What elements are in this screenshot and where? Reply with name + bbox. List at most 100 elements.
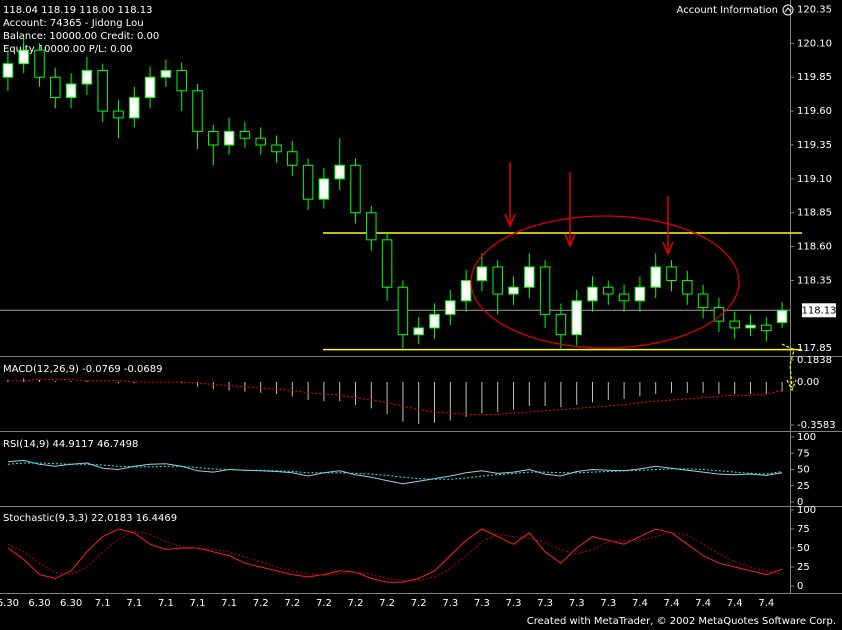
red-arrow [662,196,674,256]
current-price-label: 118.13 [802,305,837,316]
x-tick-label: 7.3 [474,598,490,609]
yellow-arrow [781,343,797,392]
candle-body [239,130,251,139]
account-info-icon[interactable] [782,4,794,16]
y-tick-label: 0 [797,581,803,592]
candle-body [524,266,535,288]
x-tick-label: 6.30 [60,598,82,609]
candle-body [318,178,330,200]
y-tick-label: 119.35 [797,140,832,151]
candle-body [555,313,567,336]
y-tick-label: 120.35 [797,4,832,15]
candle-body [650,266,661,288]
x-tick-label: 7.1 [221,598,237,609]
x-tick-label: 7.2 [348,598,364,609]
candle-body [381,239,393,288]
candle-body [176,69,187,92]
y-tick-label: 118.60 [797,242,832,253]
candle-body [508,286,519,295]
candle-body [50,76,61,99]
candle-body [65,83,77,99]
x-tick-label: 6.30 [0,598,19,609]
x-tick-label: 7.3 [600,598,616,609]
y-tick-label: 119.10 [797,174,832,185]
y-tick-label: 50 [797,465,810,476]
candle-body [129,97,140,119]
x-tick-label: 7.1 [126,598,142,609]
candle-body [397,286,409,336]
x-tick-label: 7.2 [411,598,427,609]
indicator-line [7,528,783,583]
x-tick-label: 7.2 [253,598,269,609]
x-tick-label: 7.2 [284,598,300,609]
candle-body [18,49,29,65]
indicator-label: Stochastic(9,3,3) 22.0183 16.4469 [3,513,177,524]
candle-body [97,69,108,112]
y-tick-label: 117.85 [797,343,832,354]
y-tick-label: 0 [797,497,803,508]
x-tick-label: 6.30 [28,598,50,609]
candle-body [682,279,693,295]
y-tick-label: 120.10 [797,38,832,49]
candle-body [697,293,709,309]
y-tick-label: 118.85 [797,208,832,219]
x-tick-label: 7.2 [379,598,395,609]
y-tick-label: -0.3583 [797,420,836,431]
panel-frame [0,0,842,594]
x-tick-label: 7.2 [316,598,332,609]
candle-body [113,110,124,119]
candle-body [539,266,551,315]
y-tick-label: 75 [797,448,810,459]
y-tick-label: 118.35 [797,275,832,286]
x-tick-label: 7.1 [95,598,111,609]
candle-body [571,300,582,336]
candle-body [761,324,772,332]
signal-line [7,530,783,582]
y-tick-label: 25 [797,562,810,573]
candle-body [618,293,630,302]
y-tick-label: 119.60 [797,106,832,117]
account-information-button[interactable]: Account Information [677,5,778,16]
candle-body [460,279,472,302]
y-tick-label: 119.85 [797,72,832,83]
candle-body [223,130,235,146]
candle-body [713,307,725,322]
candle-body [492,266,503,295]
signal-line [7,379,783,415]
y-tick-label: 100 [797,432,816,443]
annotations [470,162,797,392]
candle-body [729,320,740,329]
candle-body [745,324,756,329]
x-tick-label: 7.3 [537,598,553,609]
candle-body [776,309,788,323]
account-info: Account: 74365 - Jidong Lou [3,18,144,29]
candle-body [603,286,614,295]
candle-body [587,286,598,302]
x-tick-label: 7.3 [442,598,458,609]
candle-body [476,266,488,281]
indicator-label: MACD(12,26,9) -0.0769 -0.0689 [3,364,163,375]
candle-body [144,76,156,99]
icon-circle [782,4,794,16]
candle-body [413,327,424,336]
candle-body [2,63,14,78]
candle-body [334,164,345,180]
balance-info: Balance: 10000.00 Credit: 0.00 [3,31,159,42]
candle-body [287,151,298,166]
candle-body [81,69,93,85]
y-tick-label: 100 [797,505,816,516]
x-tick-label: 7.4 [664,598,680,609]
icon-chevron [784,7,792,13]
indicator-label: RSI(14,9) 44.9117 46.7498 [3,439,138,450]
equity-info: Equity 10000.00 P/L: 0.00 [3,44,132,55]
x-tick-label: 7.4 [632,598,648,609]
candle-body [429,313,440,329]
candle-body [34,49,45,78]
x-tick-label: 7.1 [190,598,206,609]
y-tick-label: 50 [797,543,810,554]
candle-body [192,90,203,132]
candle-body [350,164,361,214]
